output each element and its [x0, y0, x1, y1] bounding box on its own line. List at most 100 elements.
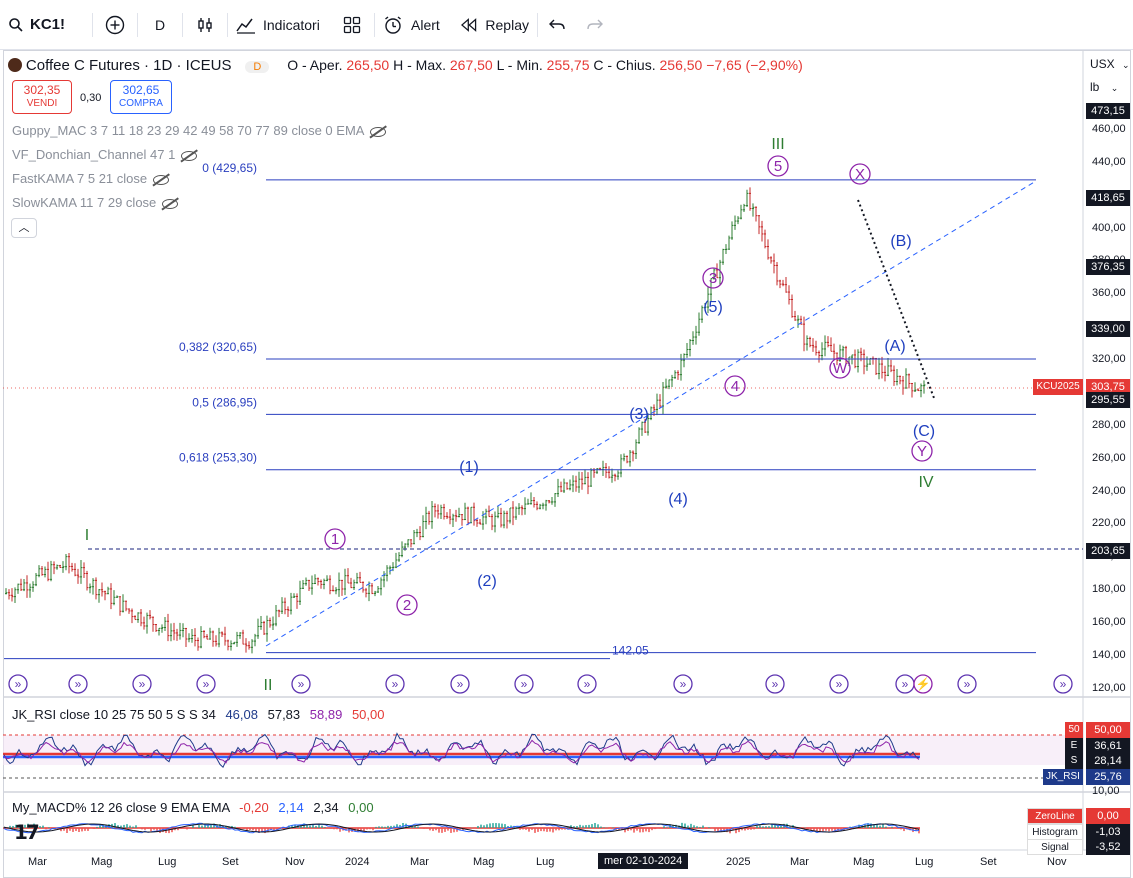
redo-button[interactable]: [576, 8, 614, 42]
replay-label: Replay: [485, 16, 529, 33]
event-marker-glyph: »: [521, 677, 528, 691]
eye-off-icon[interactable]: [162, 198, 179, 209]
interval-button[interactable]: D: [138, 8, 182, 42]
price-tick-label: 280,00: [1092, 418, 1126, 431]
legend-fastkama[interactable]: FastKAMA 7 5 21 close: [12, 171, 170, 186]
rsi-band: [3, 735, 1083, 765]
rsi-tag-prefix: 50: [1065, 722, 1083, 738]
legend-guppy[interactable]: Guppy_MAC 3 7 11 18 23 29 42 49 58 70 77…: [12, 123, 387, 138]
toolbar-divider: [92, 12, 93, 37]
wave-label: 4: [731, 378, 739, 395]
wave-circle: [702, 267, 724, 289]
time-tick-label: 2024: [345, 856, 370, 868]
close-prefix: C - Chius.: [593, 57, 656, 73]
time-tick-label: mer 02-10-2024: [598, 853, 689, 869]
event-marker-icon: [385, 674, 405, 694]
buy-button[interactable]: 302,65 COMPRA: [110, 80, 172, 114]
candlestick-series: [5, 187, 926, 654]
wave-label: X: [855, 166, 865, 183]
undo-button[interactable]: [538, 8, 576, 42]
price-tag: 339,00: [1086, 320, 1130, 337]
toolbar-divider: [137, 12, 138, 37]
wave-label: (2): [477, 573, 497, 590]
sell-label: VENDI: [26, 98, 58, 109]
fib-label: 0,5 (286,95): [192, 395, 257, 409]
wave-label: IV: [918, 474, 933, 491]
coffee-logo-icon: [8, 58, 22, 72]
wave-label: I: [85, 527, 89, 544]
chart-type-button[interactable]: [183, 8, 227, 42]
currency-selector[interactable]: USX ⌄: [1090, 57, 1130, 71]
wave-circle: [767, 155, 789, 177]
time-tick-label: Mag: [853, 856, 875, 868]
event-marker-icon: [1053, 674, 1073, 694]
macd-pane: [3, 822, 920, 834]
macd-tag: -1,03: [1086, 823, 1130, 840]
sell-button[interactable]: 302,35 VENDI: [12, 80, 72, 114]
legend-donchian[interactable]: VF_Donchian_Channel 47 1: [12, 147, 198, 162]
event-marker-glyph: »: [772, 677, 779, 691]
candles-icon: [198, 17, 212, 32]
price-tag: 376,35: [1086, 259, 1130, 276]
indicators-button[interactable]: Indicatori: [228, 8, 330, 42]
time-tick-label: Lug: [536, 856, 555, 868]
event-marker-icon: [68, 674, 88, 694]
replay-button[interactable]: Replay: [453, 8, 537, 42]
currency-label: USX: [1090, 57, 1115, 71]
eye-off-icon[interactable]: [370, 126, 387, 137]
wave-label: (4): [668, 491, 688, 508]
macd-tag-prefix: Signal: [1027, 839, 1083, 855]
rsi-tag: 28,14: [1086, 753, 1130, 769]
event-marker-icon: [673, 674, 693, 694]
rewind-icon: [461, 17, 477, 32]
rsi-tag-prefix: S: [1065, 753, 1083, 769]
macd-value-4: 0,00: [348, 800, 374, 815]
eye-off-icon[interactable]: [153, 174, 170, 185]
legend-macd[interactable]: My_MACD% 12 26 close 9 EMA EMA -0,20 2,1…: [12, 800, 374, 815]
wave-label: II: [264, 677, 273, 694]
symbol-search[interactable]: KC1!: [0, 8, 92, 42]
descending-dotted-line: [857, 199, 935, 399]
compare-button[interactable]: [93, 8, 137, 42]
price-tick-label: 120,00: [1092, 681, 1126, 694]
time-tick-label: Set: [980, 856, 997, 868]
rsi-ema-line: [3, 739, 920, 764]
wave-label: Y: [917, 443, 927, 460]
top-toolbar: KC1! D: [0, 0, 1133, 50]
legend-slowkama[interactable]: SlowKAMA 11 7 29 close: [12, 195, 179, 210]
legend-rsi[interactable]: JK_RSI close 10 25 75 50 5 S S 34 46,08 …: [12, 707, 385, 722]
unit-selector[interactable]: lb ⌄: [1090, 80, 1118, 94]
collapse-legend-button[interactable]: ︿: [11, 218, 37, 238]
price-tag: 303,75: [1086, 378, 1130, 395]
legend-fastkama-label: FastKAMA 7 5 21 close: [12, 171, 148, 186]
wave-circle: [724, 375, 746, 397]
wave-label: 3: [709, 270, 717, 287]
wave-circle: [911, 440, 933, 462]
eye-off-icon[interactable]: [181, 150, 198, 161]
toolbar-divider: [227, 12, 228, 37]
event-marker-glyph: »: [15, 677, 22, 691]
event-marker-icon: [829, 674, 849, 694]
price-tick-label: 260,00: [1092, 451, 1126, 464]
event-marker-glyph: »: [203, 677, 210, 691]
delayed-badge[interactable]: D: [245, 61, 270, 73]
wave-label: 2: [403, 597, 411, 614]
event-marker-glyph: »: [139, 677, 146, 691]
price-tick-label: 440,00: [1092, 155, 1126, 168]
layouts-button[interactable]: [330, 8, 374, 42]
wave-label: (1): [459, 459, 479, 476]
price-tick-label: 320,00: [1092, 353, 1126, 366]
grid-icon: [343, 16, 361, 33]
event-marker-glyph: »: [298, 677, 305, 691]
legend-donchian-label: VF_Donchian_Channel 47 1: [12, 147, 176, 162]
tradingview-logo[interactable]: 𝟭𝟳: [14, 820, 40, 845]
symbol-label: KC1!: [30, 16, 66, 33]
rsi-tick-label: 10,00: [1092, 785, 1120, 797]
event-marker-icon: [765, 674, 785, 694]
alert-button[interactable]: Alert: [375, 8, 453, 42]
event-marker-glyph: »: [584, 677, 591, 691]
macd-tag: -3,52: [1086, 839, 1130, 855]
rsi-value-4: 50,00: [351, 707, 385, 722]
